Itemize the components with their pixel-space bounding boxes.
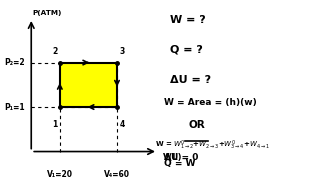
Text: Q = ?: Q = ? [170,45,203,55]
Text: P₂=2: P₂=2 [4,58,25,67]
FancyBboxPatch shape [60,63,117,107]
Text: Q = W: Q = W [164,159,196,168]
Text: 2: 2 [52,47,58,56]
Text: W = Area = (h)(w): W = Area = (h)(w) [164,98,257,107]
Text: V₁=20: V₁=20 [47,170,73,179]
Text: V₄=60: V₄=60 [104,170,130,179]
Text: ΔU = ?: ΔU = ? [170,75,212,85]
Text: W = $W^0_{1\rightarrow2}$+$W_{2\rightarrow3}$+$W^0_{3\rightarrow4}$+$W_{4\righta: W = $W^0_{1\rightarrow2}$+$W_{2\rightarr… [155,139,270,152]
Text: 4: 4 [119,120,124,129]
Text: W = ?: W = ? [170,15,206,25]
Text: 3: 3 [119,47,124,56]
Text: ΔU = 0: ΔU = 0 [164,153,198,162]
Text: 1: 1 [52,120,58,129]
Text: OR: OR [188,120,205,130]
Text: P(ATM): P(ATM) [33,10,62,16]
Text: V(L): V(L) [163,153,182,162]
Text: P₁=1: P₁=1 [4,103,25,112]
